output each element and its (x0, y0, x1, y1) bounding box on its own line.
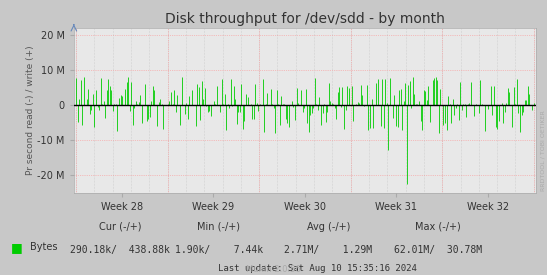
Text: 62.01M/  30.78M: 62.01M/ 30.78M (393, 245, 482, 255)
Text: 2.71M/    1.29M: 2.71M/ 1.29M (284, 245, 373, 255)
Title: Disk throughput for /dev/sdd - by month: Disk throughput for /dev/sdd - by month (165, 12, 445, 26)
Y-axis label: Pr second read (-) / write (+): Pr second read (-) / write (+) (26, 45, 34, 175)
Text: RRDTOOL / TOBI OETIKER: RRDTOOL / TOBI OETIKER (540, 110, 546, 191)
Text: 290.18k/  438.88k: 290.18k/ 438.88k (71, 245, 170, 255)
Text: ■: ■ (11, 241, 22, 254)
Text: 1.90k/    7.44k: 1.90k/ 7.44k (174, 245, 263, 255)
Text: Max (-/+): Max (-/+) (415, 222, 461, 232)
Text: Munin 2.0.56: Munin 2.0.56 (246, 265, 301, 274)
Text: Bytes: Bytes (30, 243, 57, 252)
Text: Last update: Sat Aug 10 15:35:16 2024: Last update: Sat Aug 10 15:35:16 2024 (218, 264, 417, 273)
Text: Avg (-/+): Avg (-/+) (306, 222, 350, 232)
Text: Min (-/+): Min (-/+) (197, 222, 240, 232)
Text: Cur (-/+): Cur (-/+) (99, 222, 142, 232)
